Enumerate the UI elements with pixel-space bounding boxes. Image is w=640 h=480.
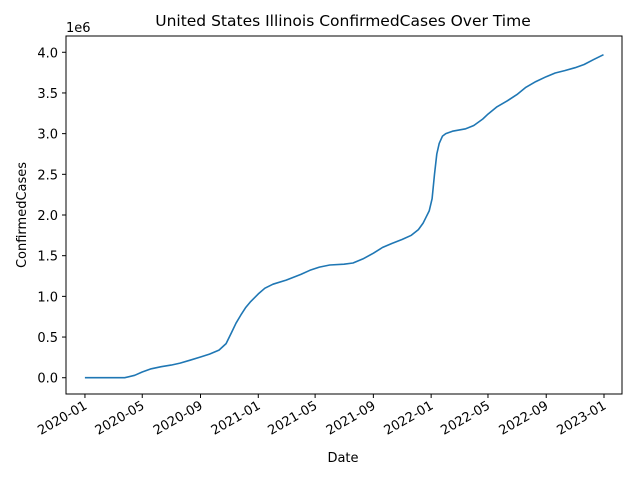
plot-area-frame <box>65 35 623 395</box>
y-tick-label: 3.5 <box>37 87 58 102</box>
y-tick-label: 3.0 <box>37 128 58 143</box>
chart-title: United States Illinois ConfirmedCases Ov… <box>155 12 531 30</box>
y-tick-label: 1.5 <box>37 250 58 265</box>
y-tick-label: 4.0 <box>37 46 58 61</box>
y-tick-label: 2.5 <box>37 168 58 183</box>
y-tick-label: 0.5 <box>37 331 58 346</box>
series-line <box>84 53 604 379</box>
y-tick-label: 0.0 <box>37 372 58 387</box>
series-layer <box>84 53 604 379</box>
y-offset-label: 1e6 <box>66 21 91 36</box>
x-axis-label: Date <box>327 451 358 466</box>
y-tick-label: 1.0 <box>37 290 58 305</box>
y-axis-ticks: 0.0 0.5 1.0 1.5 2.0 2.5 3.0 3.5 4.0 <box>37 46 66 387</box>
y-tick-label: 2.0 <box>37 209 58 224</box>
y-axis-label: ConfirmedCases <box>15 162 30 268</box>
